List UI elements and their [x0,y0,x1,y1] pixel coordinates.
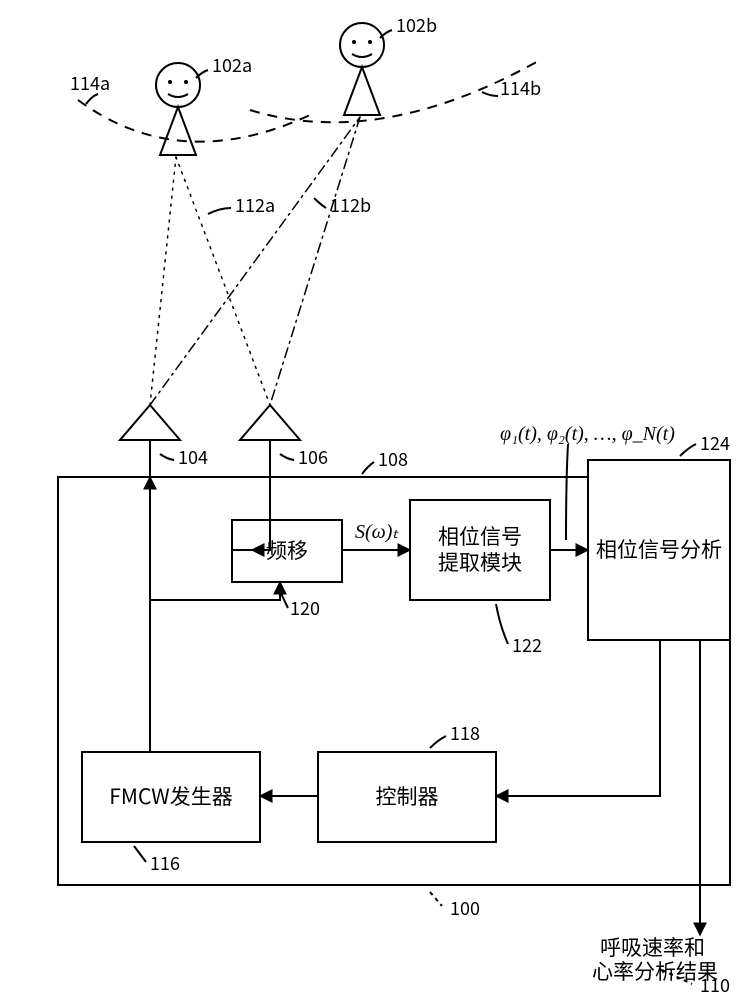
controller-ref: 118 [450,720,480,746]
ray-2 [150,117,360,405]
person-b-mouth [352,54,372,57]
ray-label-0: 112a [235,192,275,218]
ray-0 [150,157,176,405]
fmcw-ref-leader [134,846,146,862]
outer-box-label: 108 [378,446,408,472]
person-b-body [344,67,380,115]
phase-analysis-ref: 124 [700,430,730,456]
freq-shift-label: 频移 [266,535,308,565]
rx-antenna-label: 106 [298,444,328,470]
person-a-eye [184,80,188,84]
sys-leader [430,892,442,906]
ray-label-1: 112b [330,192,371,218]
phase-analysis-label: 相位信号分析 [596,534,722,564]
output-ref: 110 [700,972,730,998]
arc-b [250,60,540,122]
phi-leader [566,444,568,540]
freq-shift-ref: 120 [290,595,320,621]
arc-a [78,100,310,142]
person-b-eye [352,40,356,44]
fmcw-ref: 116 [150,850,180,876]
outer-box-leader [362,462,374,474]
tx-antenna-leader [160,454,174,460]
tx-antenna-label: 104 [178,444,208,470]
controller-label: 控制器 [376,781,439,811]
wire-label-freqshift-to-extract: S(ω)ₜ [355,521,399,543]
person-b-head [340,23,384,67]
controller-ref-leader [430,736,446,748]
ray-3 [270,117,360,405]
phase-analysis-ref-leader [680,444,696,456]
phase-extract-ref: 122 [512,632,542,658]
person-b-eye [368,40,372,44]
wire-analysis-to-controller [496,640,660,796]
arc-b-label: 114b [500,75,541,101]
arc-a-label: 114a [70,70,110,96]
arc-b-leader [482,92,498,96]
person-a-label: 102a [212,52,252,78]
person-a-eye [168,80,172,84]
ray-label-leader-0 [208,208,231,214]
rx-antenna [240,405,300,440]
person-a-head [156,63,200,107]
fmcw-label: FMCW发生器 [109,781,232,811]
person-b-label: 102b [396,12,437,38]
person-a-mouth [168,94,188,97]
ray-label-leader-1 [314,198,326,208]
phi-label: φ₁(t), φ₂(t), …, φ_N(t) [500,423,675,445]
sys-label: 100 [450,895,480,921]
phase-extract-ref-leader [496,604,508,644]
wire-fmcw-to-freqshift [150,582,280,600]
tx-antenna [120,405,180,440]
rx-antenna-leader [280,454,294,460]
phase-extract-label: 提取模块 [438,547,522,577]
person-a-body [160,107,196,155]
